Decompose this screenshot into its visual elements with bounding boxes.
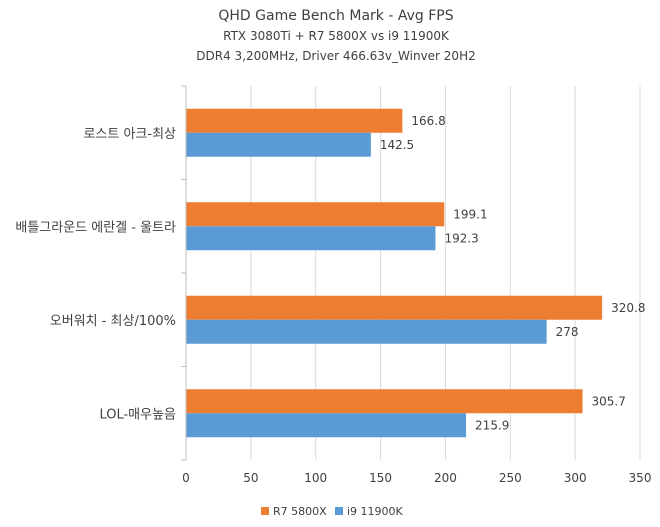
x-tick-label: 300 — [564, 471, 587, 485]
category-label: 배틀그라운드 에란겔 - 울트라 — [15, 220, 176, 235]
x-tick-label: 100 — [304, 471, 327, 485]
chart-title: QHD Game Bench Mark - Avg FPS — [218, 8, 453, 24]
data-label: 320.8 — [611, 301, 645, 315]
data-label: 199.1 — [453, 207, 487, 221]
x-tick-label: 200 — [434, 471, 457, 485]
x-tick-label: 250 — [499, 471, 522, 485]
x-tick-label: 350 — [629, 471, 652, 485]
data-label: 142.5 — [380, 138, 414, 152]
legend-label-r7: R7 5800X — [273, 505, 327, 518]
chart-subtitle-1: RTX 3080Ti + R7 5800X vs i9 11900K — [223, 29, 450, 43]
bar-i9 — [186, 132, 371, 157]
category-label: LOL-매우높음 — [99, 407, 176, 422]
legend-swatch-i9 — [335, 507, 343, 515]
x-tick-label: 150 — [369, 471, 392, 485]
x-tick-label: 50 — [243, 471, 258, 485]
data-label: 278 — [556, 325, 579, 339]
legend: R7 5800X i9 11900K — [261, 505, 404, 518]
bar-r7 — [186, 295, 603, 320]
bar-i9 — [186, 319, 547, 344]
chart-subtitle-2: DDR4 3,200MHz, Driver 466.63v_Winver 20H… — [196, 49, 475, 63]
x-tick-label: 0 — [182, 471, 190, 485]
legend-swatch-r7 — [261, 507, 269, 515]
bar-i9 — [186, 413, 467, 438]
bar-r7 — [186, 108, 403, 133]
bars: 166.8 142.5 199.1 192.3 320.8 278 305.7 215.9 — [186, 108, 645, 438]
data-label: 215.9 — [475, 418, 509, 432]
category-label: 로스트 아크-최상 — [83, 127, 176, 142]
bar-r7 — [186, 389, 583, 414]
bar-r7 — [186, 202, 445, 227]
legend-label-i9: i9 11900K — [347, 505, 404, 518]
data-label: 192.3 — [444, 231, 478, 245]
data-label: 166.8 — [411, 114, 445, 128]
bar-i9 — [186, 226, 436, 251]
category-label: 오버워치 - 최상/100% — [50, 314, 176, 329]
data-label: 305.7 — [592, 394, 626, 408]
